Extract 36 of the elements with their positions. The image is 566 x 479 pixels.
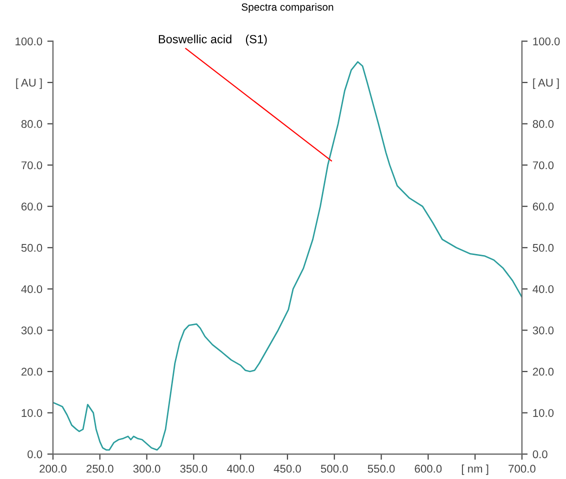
x-tick-label: 450.0 [274,464,301,473]
y-tick-label: 40.0 [21,285,42,294]
x-tick-label: 250.0 [86,464,114,473]
y-tick-label: 30.0 [21,326,42,334]
y2-tick-label: 80.0 [532,120,554,128]
y2-tick-label: [ AU ] [533,78,559,89]
y2-tick-label: 60.0 [532,202,554,210]
x-tick-label: 300.0 [133,464,160,473]
y-tick-label: 0.0 [28,450,42,458]
x-tick-label: 350.0 [180,464,208,473]
line-series [52,61,522,451]
y2-tick-label: 50.0 [532,244,554,252]
y-tick-label: 60.0 [22,202,42,210]
y-tick-label: 10.0 [22,409,42,417]
y-tick-label: 80.0 [21,120,42,128]
x-tick-label: 400.0 [226,464,254,473]
y-tick-label: 100.0 [16,37,42,46]
y2-tick-label: 0.0 [532,450,548,458]
y-tick-label: [ AU ] [16,78,42,89]
x-tick-label: [ nm ] [462,464,488,475]
x-tick-label: 500.0 [320,464,348,473]
annotation: Boswellic acid (S1) [158,34,267,46]
x-tick-label: 700.0 [508,464,536,473]
y2-tick-label: 10.0 [533,409,554,417]
y2-tick-label: 100.0 [533,37,560,46]
chart-title: Spectra comparison [242,3,334,13]
y2-tick-label: 30.0 [532,326,554,334]
y2-tick-label: 20.0 [532,368,554,376]
y-tick-label: 70.0 [22,161,42,170]
y2-tick-label: 40.0 [532,285,554,294]
x-tick-label: 600.0 [414,464,442,473]
x-tick-label: 550.0 [368,464,395,473]
y-tick-label: 50.0 [21,244,42,252]
x-tick-label: 200.0 [40,464,66,473]
y-tick-label: 20.0 [21,368,42,376]
y2-tick-label: 70.0 [532,161,554,170]
